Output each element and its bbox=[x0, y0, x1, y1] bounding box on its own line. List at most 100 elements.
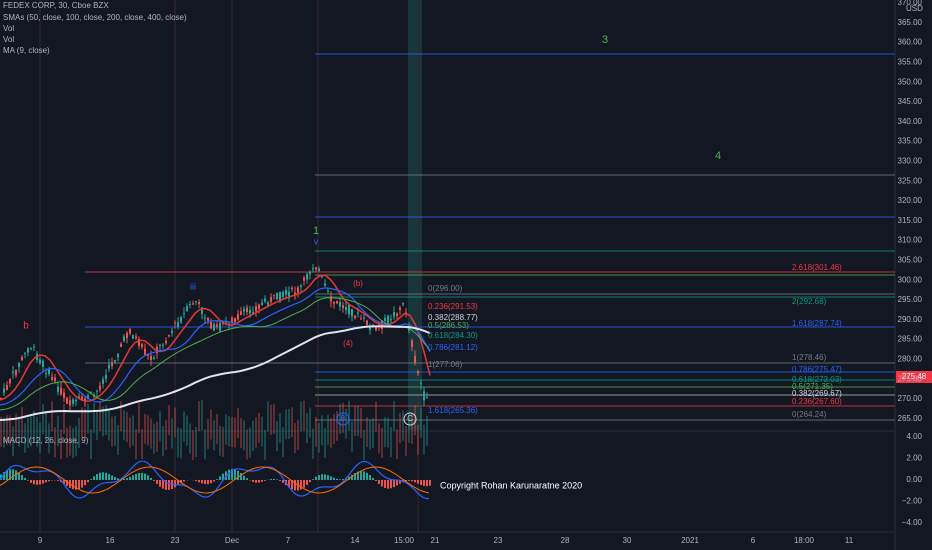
macd-histogram bbox=[36, 480, 38, 485]
macd-histogram bbox=[201, 480, 203, 484]
volume-bar bbox=[348, 400, 350, 431]
time-tick: 18:00 bbox=[794, 536, 815, 545]
macd-histogram bbox=[291, 480, 293, 490]
macd-histogram bbox=[102, 472, 104, 480]
macd-histogram bbox=[198, 480, 200, 483]
volume-bar bbox=[384, 417, 386, 448]
volume-bar bbox=[306, 413, 308, 444]
candle-body bbox=[51, 376, 53, 380]
wave-label: 1 bbox=[313, 225, 319, 237]
candle-body bbox=[189, 304, 191, 306]
candle-body bbox=[354, 315, 356, 319]
volume-bar bbox=[333, 414, 335, 445]
macd-histogram bbox=[138, 472, 140, 480]
candle-body bbox=[147, 354, 149, 356]
volume-bar bbox=[141, 429, 143, 460]
volume-bar bbox=[18, 416, 20, 447]
wave-label: 3 bbox=[602, 34, 608, 46]
price-tick: 320.00 bbox=[898, 196, 923, 205]
candle-body bbox=[168, 335, 170, 337]
macd-histogram bbox=[177, 480, 179, 486]
macd-histogram bbox=[279, 480, 281, 481]
macd-histogram bbox=[261, 480, 263, 482]
fib-label: 2(292.68) bbox=[792, 297, 827, 306]
macd-histogram bbox=[339, 479, 341, 480]
volume-bar bbox=[243, 420, 245, 451]
macd-histogram bbox=[144, 473, 146, 480]
volume-bar bbox=[342, 402, 344, 433]
macd-histogram bbox=[390, 480, 392, 489]
macd-tick: 2.00 bbox=[906, 454, 922, 463]
price-tick: 285.00 bbox=[898, 335, 923, 344]
volume-bar bbox=[9, 415, 11, 446]
indicator-label: SMAs (50, close, 100, close, 200, close,… bbox=[3, 13, 187, 22]
volume-bar bbox=[3, 417, 5, 448]
volume-bar bbox=[24, 422, 26, 453]
macd-histogram bbox=[9, 469, 11, 480]
volume-bar bbox=[168, 405, 170, 436]
candle-body bbox=[207, 317, 209, 321]
macd-histogram bbox=[162, 480, 164, 489]
candle-body bbox=[348, 304, 350, 315]
macd-histogram bbox=[426, 480, 428, 487]
volume-bar bbox=[192, 429, 194, 460]
candle-body bbox=[75, 399, 77, 402]
volume-bar bbox=[114, 415, 116, 446]
volume-bar bbox=[60, 429, 62, 460]
candle-body bbox=[120, 343, 122, 347]
candle-body bbox=[81, 396, 83, 400]
price-tick: 295.00 bbox=[898, 295, 923, 304]
macd-histogram bbox=[153, 480, 155, 481]
volume-bar bbox=[339, 403, 341, 434]
volume-bar bbox=[351, 421, 353, 452]
fib-label: 0.382(288.77) bbox=[428, 313, 478, 322]
volume-bar bbox=[231, 417, 233, 448]
candle-body bbox=[0, 398, 2, 400]
candle-body bbox=[306, 274, 308, 280]
price-tick: 270.00 bbox=[898, 394, 923, 403]
volume-bar bbox=[330, 417, 332, 448]
macd-histogram bbox=[405, 480, 407, 482]
moving-average bbox=[0, 297, 431, 411]
macd-histogram bbox=[21, 475, 23, 480]
candle-body bbox=[87, 395, 89, 400]
wave-label: (b) bbox=[353, 279, 363, 288]
macd-histogram bbox=[114, 477, 116, 480]
macd-histogram bbox=[105, 472, 107, 480]
macd-histogram bbox=[48, 480, 50, 482]
volume-bar bbox=[105, 405, 107, 436]
macd-histogram bbox=[372, 477, 374, 480]
candle-body bbox=[183, 313, 185, 315]
price-tick: 290.00 bbox=[898, 315, 923, 324]
volume-bar bbox=[81, 407, 83, 438]
candle-body bbox=[246, 307, 248, 313]
volume-bar bbox=[189, 423, 191, 454]
fib-label: 1.618(265.36) bbox=[428, 406, 478, 415]
candle-body bbox=[279, 291, 281, 302]
volume-bar bbox=[273, 403, 275, 434]
macd-histogram bbox=[333, 477, 335, 480]
candle-body bbox=[390, 319, 392, 321]
candle-body bbox=[327, 290, 329, 292]
candle-body bbox=[276, 292, 278, 300]
macd-histogram bbox=[39, 480, 41, 485]
macd-histogram bbox=[123, 478, 125, 480]
macd-histogram bbox=[276, 479, 278, 480]
volume-bar bbox=[72, 428, 74, 459]
time-tick: 11 bbox=[845, 536, 854, 545]
macd-histogram bbox=[219, 476, 221, 480]
macd-histogram bbox=[420, 480, 422, 485]
macd-histogram bbox=[300, 480, 302, 490]
volume-bar bbox=[267, 401, 269, 432]
volume-bar bbox=[165, 419, 167, 450]
volume-bar bbox=[300, 401, 302, 432]
macd-histogram bbox=[252, 480, 254, 482]
macd-histogram bbox=[81, 480, 83, 488]
candle-body bbox=[309, 271, 311, 275]
candle-body bbox=[12, 371, 14, 373]
candle-body bbox=[231, 317, 233, 323]
candle-body bbox=[300, 285, 302, 288]
macd-tick: 4.00 bbox=[906, 432, 922, 441]
candle-body bbox=[9, 379, 11, 384]
macd-histogram bbox=[156, 480, 158, 484]
